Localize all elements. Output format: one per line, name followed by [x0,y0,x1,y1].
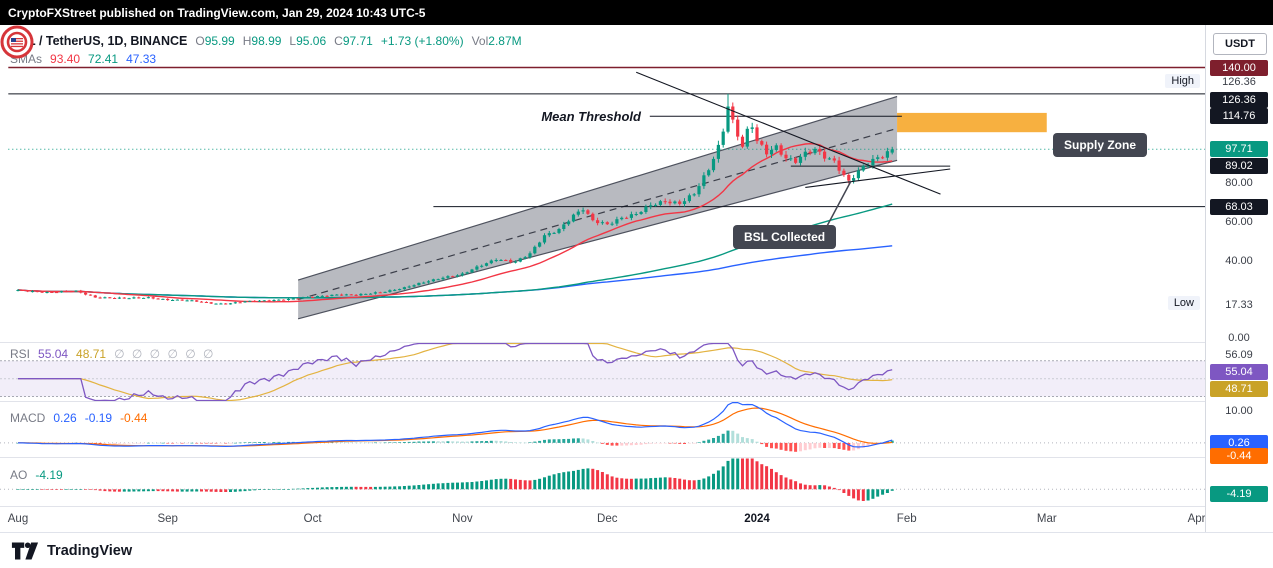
price-axis-label: 0.00 [1228,332,1250,345]
rsi-value: 55.04 [38,347,69,361]
high-marker-label: High [1165,74,1200,88]
publisher-text: CryptoFXStreet published on TradingView.… [8,5,426,20]
bsl-collected-callout[interactable]: BSL Collected [733,225,837,249]
time-axis-label: Sep [157,513,178,525]
macd-hist-value: 0.26 [53,411,77,425]
price-axis-label: 40.00 [1225,254,1253,267]
ao-header: AO -4.19 [10,468,63,482]
price-axis-label: 60.00 [1225,216,1253,229]
macd-signal-value: -0.44 [120,411,148,425]
tradingview-logo-icon [11,541,39,559]
price-axis-label: -0.44 [1210,448,1268,464]
price-axis-label: 55.04 [1210,364,1268,380]
time-axis-label: Aug [7,513,29,525]
price-axis-label: 17.33 [1225,298,1253,311]
main-price-pane [8,66,1205,320]
sma-header: SMAs 93.40 72.41 47.33 [10,52,156,66]
price-axis-label: 89.02 [1210,158,1268,175]
price-axis[interactable]: USDT 140.00 126.36 126.36 114.76 97.71 89.02 8… [1205,25,1273,532]
price-axis-label: 0.26 [1210,435,1268,451]
mean-threshold-label[interactable]: Mean Threshold [541,109,641,124]
ao-pane [0,458,1205,501]
price-axis-label: 97.71 [1210,141,1268,158]
price-axis-label: 126.36 [1210,92,1268,108]
time-axis-label: Mar [1036,513,1057,525]
supply-zone-rect [897,112,1047,133]
symbol-title[interactable]: SOL / TetherUS, 1D, BINANCE [10,34,188,48]
ohlc-open: O95.99 [195,34,235,48]
footer-bar: TradingView [0,532,1273,568]
ohlc-high: H98.99 [242,34,282,48]
ao-value: -4.19 [35,468,63,482]
sma-100-value: 72.41 [88,52,119,66]
price-axis-label: 80.00 [1225,177,1253,190]
low-marker-label: Low [1167,296,1200,310]
price-axis-label: 140.00 [1210,59,1268,76]
time-axis[interactable]: Aug Sep Oct Nov Dec 2024 Feb Mar Apr [0,507,1206,532]
change-value: +1.73 (+1.80%) [380,34,464,48]
time-axis-label: Dec [597,513,618,525]
price-axis-label: 126.36 [1222,76,1256,88]
time-axis-label: Apr [1187,513,1206,525]
rsi-hidden-params: ∅ ∅ ∅ ∅ ∅ ∅ [114,347,216,361]
price-axis-label: 48.71 [1210,381,1268,397]
price-axis-label: 114.76 [1210,108,1268,125]
macd-line-value: -0.19 [84,411,113,425]
time-axis-label: Oct [303,513,322,525]
time-axis-label: Nov [452,513,473,525]
ohlc-close: C97.71 [334,34,373,48]
macd-header: MACD 0.26 -0.19 -0.44 [10,411,147,425]
ohlc-low: L95.06 [289,34,327,48]
supply-zone-label[interactable]: Supply Zone [1053,133,1147,157]
time-axis-label: 2024 [744,513,770,525]
ascending-channel [298,96,898,319]
price-axis-label: 68.03 [1210,198,1268,215]
publisher-bar: CryptoFXStreet published on TradingView.… [0,0,1273,25]
price-axis-label: 10.00 [1225,405,1253,417]
price-chart-canvas[interactable] [0,25,1205,532]
sma-20-value: 93.40 [50,52,81,66]
tradingview-brand[interactable]: TradingView [47,542,133,559]
macd-title[interactable]: MACD [10,411,46,425]
macd-pane [0,402,1205,452]
rsi-title[interactable]: RSI [10,347,31,361]
price-axis-label: -4.19 [1210,486,1268,502]
currency-button[interactable]: USDT [1213,33,1267,55]
volume-value: Vol2.87M [471,34,522,48]
publisher-logo-icon [0,25,34,59]
rsi-pane [0,343,1205,401]
symbol-header: SOL / TetherUS, 1D, BINANCE O95.99 H98.9… [10,34,522,48]
rsi-ma-value: 48.71 [76,347,107,361]
rsi-header: RSI 55.04 48.71 ∅ ∅ ∅ ∅ ∅ ∅ [10,347,215,361]
price-axis-label: 56.09 [1225,349,1253,361]
chart-area: SOL / TetherUS, 1D, BINANCE O95.99 H98.9… [0,25,1273,532]
ao-title[interactable]: AO [10,468,28,482]
sma-200-value: 47.33 [126,52,157,66]
time-axis-label: Feb [896,513,917,525]
